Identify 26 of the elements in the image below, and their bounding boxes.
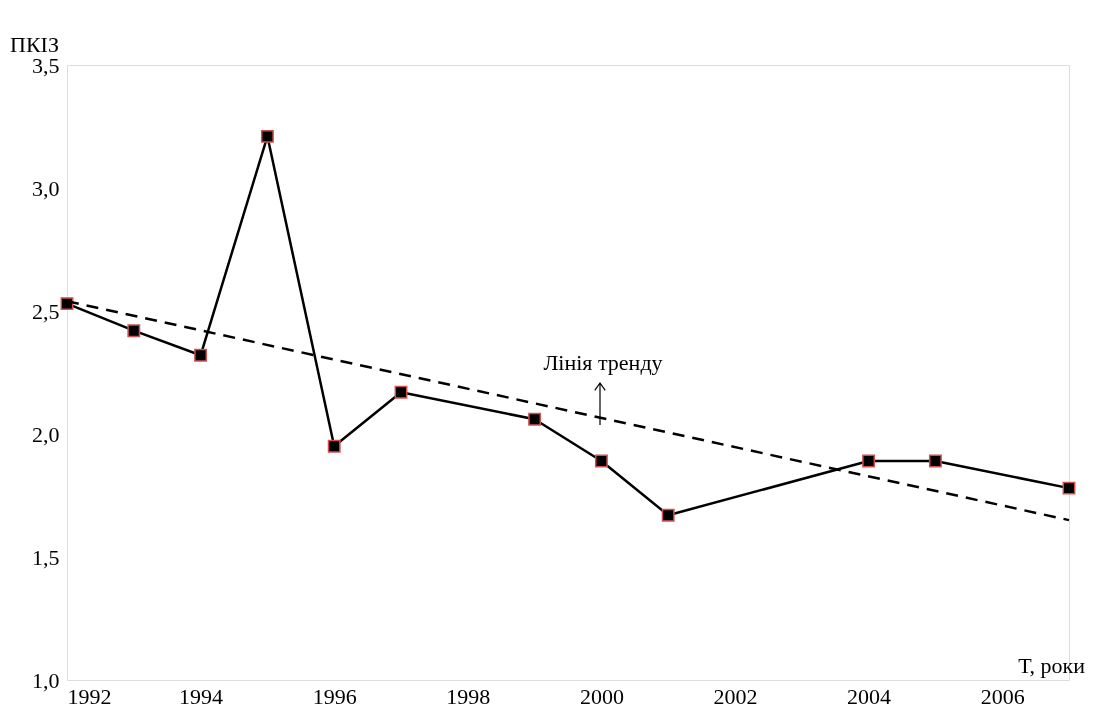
- y-tick-label: 1,5: [32, 544, 60, 570]
- point: [194, 348, 208, 362]
- point: [127, 324, 141, 338]
- y-tick-label: 2,0: [32, 421, 60, 447]
- point: [327, 439, 341, 453]
- y-tick-label: 1,0: [32, 667, 60, 693]
- point: [862, 454, 876, 468]
- x-tick-label: 1992: [67, 683, 112, 709]
- y-tick-label: 2,5: [32, 298, 60, 324]
- x-tick-label: 2006: [980, 683, 1025, 709]
- x-axis-title: Т, роки: [1018, 653, 1086, 678]
- point: [594, 454, 608, 468]
- point: [528, 412, 542, 426]
- x-tick-label: 2000: [579, 683, 624, 709]
- point: [1062, 481, 1076, 495]
- x-tick-label: 2004: [847, 683, 892, 709]
- annotation: Лінія тренду: [543, 350, 663, 375]
- x-tick-label: 1998: [446, 683, 491, 709]
- point: [661, 508, 675, 522]
- point: [928, 454, 942, 468]
- x-tick-label: 1996: [312, 683, 357, 709]
- point: [394, 385, 408, 399]
- x-tick-label: 2002: [713, 683, 758, 709]
- point: [260, 129, 274, 143]
- x-tick-label: 1994: [179, 683, 224, 709]
- y-tick-label: 3,0: [32, 175, 60, 201]
